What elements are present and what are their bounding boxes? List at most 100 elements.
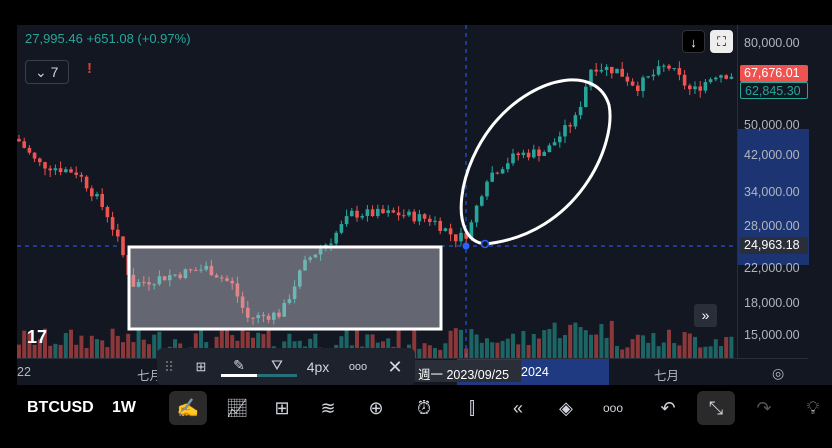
undo-icon[interactable]: ↶ [660,398,676,418]
lightbulb-icon[interactable]: 💡︎ [806,398,820,418]
candle-body [464,232,468,239]
symbol-button[interactable]: BTCUSD [27,399,94,416]
candle-body [370,209,375,217]
candle-body [495,172,500,174]
add-template-icon[interactable]: ⊞ [195,359,207,374]
candle-body [266,315,271,320]
redo-icon[interactable]: ↷ [756,398,772,418]
candles-icon[interactable]: ⫿ [469,398,475,418]
candle-body [682,74,687,86]
candle-body [287,299,292,303]
indicators-toggle[interactable]: ⌄ 7 [25,60,69,84]
candle-body [599,70,604,72]
candle-body [506,163,510,170]
candle-body [334,232,338,244]
close-icon[interactable]: ✕ [387,356,403,377]
volume-bar [230,335,235,358]
scroll-to-realtime-button[interactable]: » [694,304,717,327]
candle-body [615,68,619,74]
candle-body [313,254,318,258]
volume-bar [147,344,151,358]
collapse-icon[interactable]: ⤡ [697,391,735,425]
fill-color-icon[interactable]: ⛛ [257,357,297,377]
patterns-icon[interactable]: ≋ [320,398,336,418]
candle-body [558,136,562,143]
anchor-handle [480,239,490,249]
candle-body [594,69,598,72]
candle-body [329,243,333,245]
candle-body [235,283,240,297]
candle-body [84,176,89,189]
volume-bar [563,334,567,358]
more-icon[interactable]: ooo [348,361,368,373]
replay-icon[interactable]: « [512,398,523,418]
price-tick: 50,000.00 [744,118,800,132]
volume-bar [438,349,443,358]
plus-circle-icon[interactable]: ⊕ [368,398,384,418]
price-tick: 34,000.00 [744,185,800,199]
volume-bar [157,331,162,358]
volume-bar [339,336,344,358]
volume-bar [479,342,484,358]
candle-body [428,218,432,222]
candle-body [381,208,385,214]
indicators-icon[interactable]: 📈︎ [225,398,249,418]
volume-bar [443,343,448,358]
volume-bar [708,346,713,358]
time-label: 22 [17,365,31,379]
anchor-handle [462,242,470,250]
volume-bar [53,343,58,358]
alarm-icon[interactable]: ⏰︎ [416,398,432,418]
candle-body [448,228,453,235]
candle-body [32,152,37,159]
interval-button[interactable]: 1W [112,399,136,416]
volume-bar [43,328,47,358]
volume-bar [635,334,640,358]
candle-body [214,275,219,278]
layers-icon[interactable]: ◈ [559,398,573,418]
volume-bar [661,342,666,358]
candle-body [365,209,370,217]
candle-body [376,208,380,217]
volume-bar [609,320,614,358]
drag-handle-icon[interactable]: ⠿ [163,358,175,375]
candle-body [22,141,26,148]
candle-body [17,138,21,142]
candle-body [646,76,650,78]
volume-bar [219,330,224,358]
volume-bar [27,332,32,358]
volume-bar [63,332,68,358]
volume-bar [667,329,671,358]
candle-body [261,315,266,317]
volume-bar [89,335,94,358]
more-icon[interactable]: ooo [602,401,624,415]
line-width-button[interactable]: 4px [306,359,330,375]
chevron-down-icon: ⌄ [35,64,47,80]
volume-bar [594,334,599,358]
brush-icon[interactable]: ✍ [169,391,207,425]
volume-bar [719,346,723,358]
candle-body [703,82,708,91]
volume-bar [474,334,479,358]
pencil-color-icon[interactable]: ✎ [221,357,257,377]
grid-icon[interactable]: ⊞ [274,398,290,418]
candle-body [521,152,526,155]
fullscreen-icon[interactable]: ⛶ [710,30,733,53]
bottom-toolbar: BTCUSD 1W ✍ 📈︎ ⊞ ≋ ⊕ ⏰︎ ⫿ « ◈ ooo ↶ ⤡ ↷ … [17,385,832,430]
price-axis[interactable]: 80,000.00 50,000.00 42,000.00 34,000.00 … [737,25,809,358]
volume-bar [615,345,619,358]
candle-body [500,169,505,174]
scroll-down-icon[interactable]: ↓ [682,30,705,53]
candle-body [537,149,541,156]
volume-bar [100,340,105,358]
candle-body [672,68,676,70]
volume-bar [505,338,510,358]
settings-icon[interactable]: ◎ [772,365,785,381]
candle-body [677,68,682,75]
candle-body [43,162,47,169]
candle-body [194,269,198,271]
price-chart[interactable] [17,25,737,358]
chart-screen: 27,995.46 +651.08 (+0.97%) ⌄ 7 ! ↓ ⛶ » 1… [17,25,832,385]
candle-body [344,216,349,225]
alert-icon[interactable]: ! [87,60,92,77]
